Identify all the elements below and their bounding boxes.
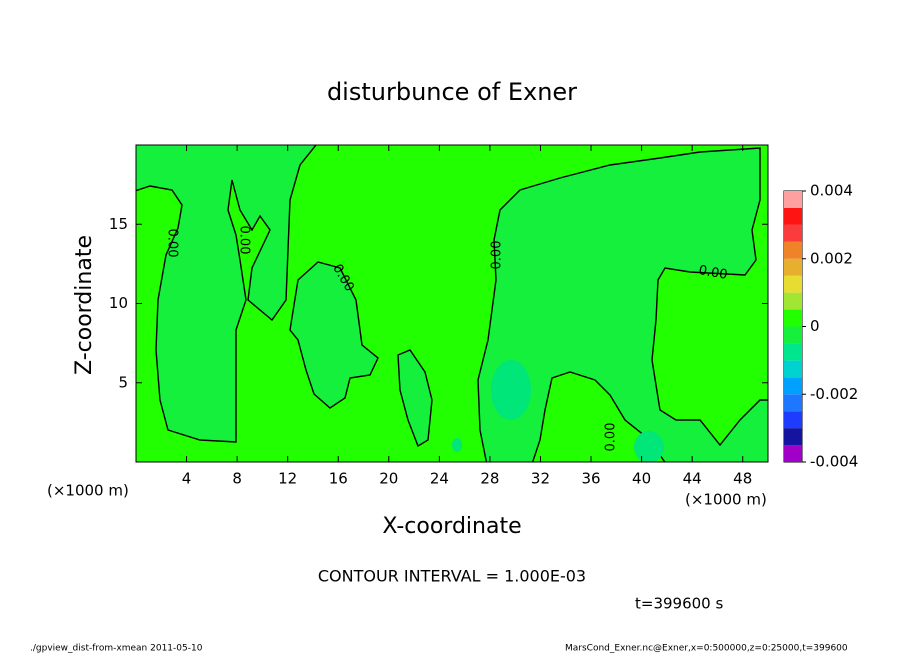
contour-label: 0.00 (604, 423, 619, 452)
colorbar-band (784, 428, 802, 446)
contour-label: 0.00 (237, 226, 252, 255)
contour-label: 0.00 (697, 263, 728, 283)
x-unit-label: (×1000 m) (47, 482, 129, 500)
colorbar-band (784, 411, 802, 429)
colorbar-band (784, 224, 802, 242)
x-axis-label: X-coordinate (382, 514, 521, 539)
contour-label: 0.00 (165, 229, 180, 258)
contour-label: 0.00 (490, 241, 505, 270)
y-axis-label: Z-coordinate (72, 235, 97, 375)
x-tick-label: 32 (531, 470, 550, 488)
x-tick-label: 28 (480, 470, 499, 488)
negative-blob (491, 360, 531, 420)
colorbar-band (784, 445, 802, 462)
colorbar-band (784, 309, 802, 327)
x-tick-label: 44 (683, 470, 702, 488)
colorbar-band (784, 343, 802, 361)
colorbar-band (784, 394, 802, 412)
negative-blob (452, 438, 462, 452)
x-tick-label: 40 (632, 470, 651, 488)
x-tick-label: 48 (733, 470, 752, 488)
time-label: t=399600 s (635, 595, 723, 613)
footer-right: MarsCond_Exner.nc@Exner,x=0:500000,z=0:2… (565, 644, 848, 654)
x-tick-label: 8 (232, 470, 242, 488)
negative-region (289, 261, 379, 409)
chart-title: disturbunce of Exner (327, 78, 577, 106)
colorbar-band (784, 360, 802, 378)
colorbar-band (784, 207, 802, 225)
negative-region (136, 145, 317, 443)
colorbar-band (784, 241, 802, 259)
x-tick-label: 24 (430, 470, 449, 488)
y-tick-label: 10 (109, 294, 128, 312)
colorbar-tick-label: 0 (810, 317, 820, 335)
colorbar-tick-label: 0.002 (810, 249, 853, 267)
y-tick-label: 15 (109, 215, 128, 233)
x-tick-label: 12 (278, 470, 297, 488)
contour-interval: CONTOUR INTERVAL = 1.000E-03 (318, 567, 586, 586)
x-tick-label: 16 (329, 470, 348, 488)
colorbar-band (784, 275, 802, 293)
y-tick-label: 5 (118, 373, 128, 391)
colorbar-band (784, 377, 802, 395)
footer-left: ./gpview_dist-from-xmean 2011-05-10 (30, 644, 203, 654)
colorbar-tick-label: -0.004 (810, 453, 858, 471)
negative-blob (634, 431, 664, 462)
x-unit-label: (×1000 m) (685, 491, 767, 509)
x-tick-label: 20 (379, 470, 398, 488)
negative-region (397, 349, 433, 448)
colorbar-tick-label: 0.004 (810, 182, 853, 200)
colorbar-band (784, 258, 802, 276)
negative-region (477, 147, 768, 462)
contour-field (136, 145, 768, 462)
colorbar-band (784, 326, 802, 344)
colorbar-band (784, 191, 802, 208)
colorbar-band (784, 292, 802, 310)
x-tick-label: 4 (182, 470, 192, 488)
x-tick-label: 36 (581, 470, 600, 488)
colorbar-tick-label: -0.002 (810, 385, 858, 403)
